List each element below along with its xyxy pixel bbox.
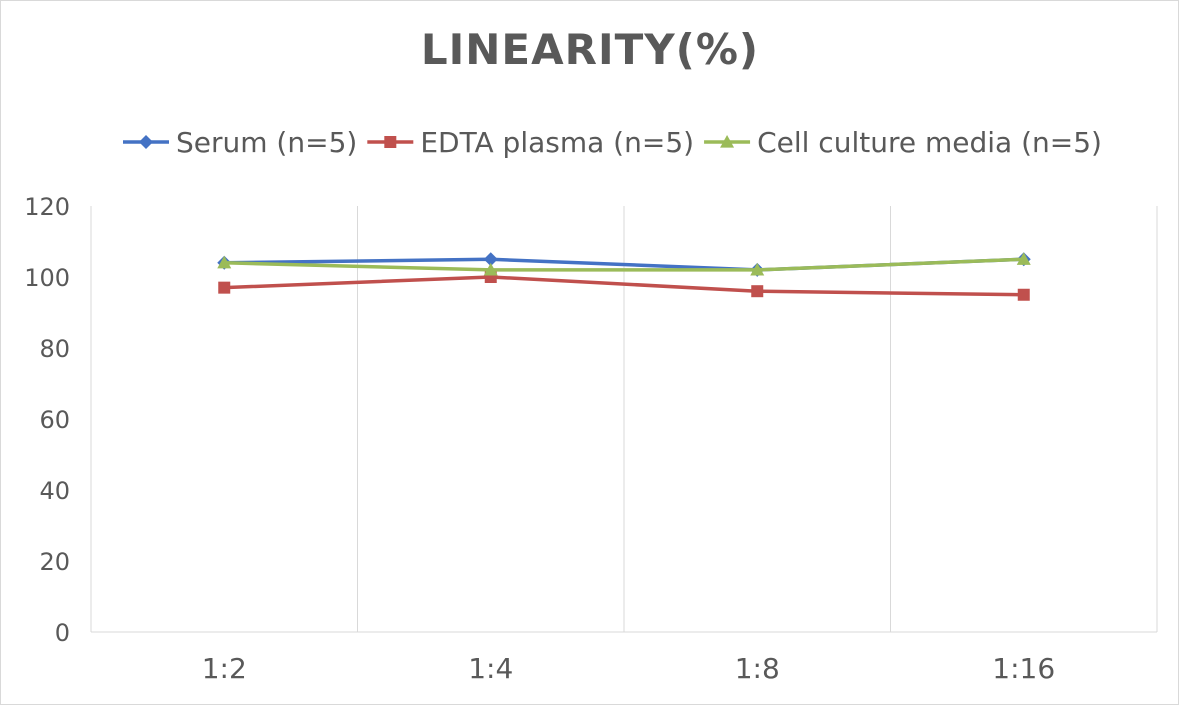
y-tick-label: 20 <box>39 548 70 576</box>
legend-label: Serum (n=5) <box>176 126 357 159</box>
legend-marker <box>384 136 397 148</box>
x-tick-label: 1:8 <box>735 652 780 685</box>
series-group <box>217 252 1031 301</box>
series-3 <box>217 252 1031 276</box>
legend-label: EDTA plasma (n=5) <box>420 126 694 159</box>
x-tick-label: 1:2 <box>202 652 247 685</box>
data-point <box>1017 288 1030 301</box>
x-tick-label: 1:4 <box>468 652 513 685</box>
y-tick-label: 120 <box>24 193 70 221</box>
grid <box>90 206 1158 632</box>
data-point <box>483 262 498 276</box>
x-tick-label: 1:16 <box>992 652 1055 685</box>
legend-item-3: Cell culture media (n=5) <box>704 126 1102 159</box>
legend-label: Cell culture media (n=5) <box>757 126 1102 159</box>
legend-item-2: EDTA plasma (n=5) <box>367 126 694 159</box>
legend-marker <box>720 135 735 148</box>
legend-marker <box>139 135 153 149</box>
data-point <box>483 252 498 267</box>
chart-title: LINEARITY(%) <box>421 25 759 74</box>
y-tick-label: 60 <box>39 406 70 434</box>
axes: 0 20 40 60 80 100 120 1:2 1:4 1:8 1:16 <box>24 193 1157 685</box>
data-point <box>1016 252 1031 265</box>
data-point <box>218 281 231 294</box>
series-line <box>222 275 1026 297</box>
data-point <box>217 255 232 269</box>
legend: Serum (n=5) EDTA plasma (n=5) Cell culture… <box>123 126 1102 159</box>
data-point <box>751 285 764 298</box>
y-tick-label: 0 <box>55 619 70 647</box>
y-tick-label: 80 <box>39 335 70 363</box>
y-tick-label: 40 <box>39 477 70 505</box>
data-point <box>750 262 765 276</box>
y-tick-label: 100 <box>24 264 70 292</box>
legend-item-1: Serum (n=5) <box>123 126 357 159</box>
series-line <box>222 257 1026 272</box>
